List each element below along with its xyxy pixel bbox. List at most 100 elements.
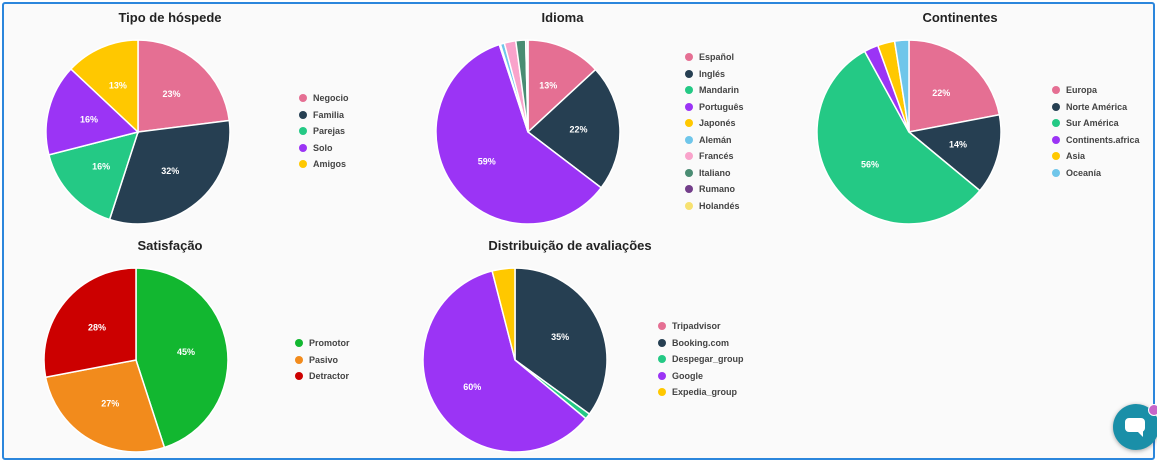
pie-slice-espa-ol[interactable] (527, 39, 597, 134)
legend-swatch (299, 110, 307, 119)
pie-slice-amigos[interactable] (69, 39, 139, 134)
legend-swatch (685, 135, 693, 144)
pie-slice-parejas[interactable] (47, 130, 140, 221)
legend-swatch (299, 143, 307, 152)
pie-slice-negocio[interactable] (137, 39, 231, 133)
legend-item[interactable]: Expedia_group (658, 384, 744, 401)
legend: Español Inglés Mandarin Português Japonés Ale… (685, 49, 744, 214)
legend-swatch (685, 168, 693, 177)
chart-guest-type: Tipo de hóspede 23% 32% 16% 16% 13% Negocio F… (0, 0, 349, 230)
legend-item[interactable]: Alemán (685, 132, 744, 149)
legend-label: Holandés (699, 200, 740, 211)
legend-item[interactable]: Pasivo (295, 352, 350, 369)
legend-label: Pasivo (309, 354, 339, 365)
pie-chart[interactable]: 22% 14% 56% (816, 39, 1002, 225)
legend-item[interactable]: Español (685, 49, 744, 66)
pie-slice-detractor[interactable] (43, 267, 137, 379)
slice-data-label: 16% (92, 162, 110, 172)
legend-label: Inglés (699, 68, 726, 79)
legend-item[interactable]: Solo (299, 140, 349, 157)
legend-item[interactable]: Google (658, 368, 744, 385)
slice-data-label: 27% (101, 399, 119, 409)
legend-swatch (685, 185, 693, 194)
legend-label: Rumano (699, 184, 735, 195)
pie-slice-portugu-s[interactable] (435, 43, 603, 225)
legend-item[interactable]: Oceanía (1052, 165, 1140, 182)
legend-label: Continents.africa (1066, 134, 1140, 145)
pie-slice-europa[interactable] (908, 39, 1001, 133)
legend-swatch (1052, 168, 1060, 177)
chart-title: Idioma (541, 10, 584, 25)
pie-slice-sur-am-rica[interactable] (816, 50, 981, 225)
legend-label: Solo (313, 142, 333, 153)
pie-slice-pasivo[interactable] (44, 359, 166, 453)
legend-item[interactable]: Japonés (685, 115, 744, 132)
legend-label: Parejas (313, 126, 346, 137)
pie-chart[interactable]: 13% 22% 59% (435, 39, 621, 225)
legend-item[interactable]: Tripadvisor (658, 318, 744, 335)
legend-item[interactable]: Europa (1052, 82, 1140, 99)
legend-item[interactable]: Parejas (299, 123, 349, 140)
pie-chart[interactable]: 23% 32% 16% 16% 13% (45, 39, 231, 225)
legend-item[interactable]: Familia (299, 107, 349, 124)
chart-continents: Continentes 22% 14% 56% Europa Norte Améric… (770, 0, 1150, 230)
legend-label: Booking.com (672, 337, 730, 348)
legend-swatch (685, 86, 693, 95)
legend-swatch (1052, 152, 1060, 161)
pie-chart[interactable]: 45% 27% 28% (43, 267, 229, 453)
pie-slice-promotor[interactable] (135, 267, 229, 449)
legend-item[interactable]: Inglés (685, 66, 744, 83)
slice-data-label: 13% (539, 81, 557, 91)
slice-data-label: 59% (478, 156, 496, 166)
legend-item[interactable]: Amigos (299, 156, 349, 173)
legend-label: Oceanía (1066, 167, 1102, 178)
pie-slice-ocean-a[interactable] (893, 39, 910, 133)
legend-item[interactable]: Negocio (299, 90, 349, 107)
legend-item[interactable]: Booking.com (658, 335, 744, 352)
legend-swatch (295, 372, 303, 381)
pie-slice-holand-s[interactable] (526, 39, 529, 133)
legend-swatch (658, 388, 666, 397)
legend-label: Mandarin (699, 85, 740, 96)
legend-item[interactable]: Continents.africa (1052, 132, 1140, 149)
legend-item[interactable]: Asia (1052, 148, 1140, 165)
chart-language: Idioma 13% 22% 59% Español Inglés Mandarin Po… (390, 0, 744, 230)
pie-slice-google[interactable] (422, 269, 587, 453)
legend-swatch (685, 102, 693, 111)
legend-label: Alemán (699, 134, 732, 145)
chart-title: Continentes (922, 10, 998, 25)
pie-slice-booking-com[interactable] (514, 267, 608, 416)
legend-item[interactable]: Mandarin (685, 82, 744, 99)
legend-label: Português (699, 101, 744, 112)
legend-swatch (658, 371, 666, 380)
legend-item[interactable]: Norte América (1052, 99, 1140, 116)
legend-swatch (685, 152, 693, 161)
legend-item[interactable]: Holandés (685, 198, 744, 215)
legend-item[interactable]: Promotor (295, 335, 350, 352)
legend-item[interactable]: Rumano (685, 181, 744, 198)
legend-swatch (299, 127, 307, 136)
pie-chart[interactable]: 35% 60% (422, 267, 608, 453)
slice-data-label: 60% (463, 382, 481, 392)
chart-title: Tipo de hóspede (118, 10, 222, 25)
legend-item[interactable]: Sur América (1052, 115, 1140, 132)
legend-label: Negocio (313, 93, 349, 104)
legend: Negocio Familia Parejas Solo Amigos (299, 90, 349, 173)
pie-slice-norte-am-rica[interactable] (907, 113, 1002, 192)
pie-slice-ingl-s[interactable] (526, 68, 621, 189)
chart-title: Distribuição de avaliações (488, 238, 652, 253)
legend-item[interactable]: Italiano (685, 165, 744, 182)
pie-slice-solo[interactable] (45, 67, 140, 156)
legend-label: Google (672, 370, 703, 381)
slice-data-label: 23% (162, 89, 180, 99)
pie-slice-expedia-group[interactable] (491, 267, 516, 361)
legend-item[interactable]: Português (685, 99, 744, 116)
legend-label: Amigos (313, 159, 347, 170)
legend-swatch (1052, 102, 1060, 111)
legend-item[interactable]: Francés (685, 148, 744, 165)
legend-item[interactable]: Detractor (295, 368, 350, 385)
legend-item[interactable]: Despegar_group (658, 351, 744, 368)
legend-label: Francés (699, 151, 734, 162)
legend-swatch (1052, 135, 1060, 144)
pie-slice-familia[interactable] (108, 119, 231, 225)
